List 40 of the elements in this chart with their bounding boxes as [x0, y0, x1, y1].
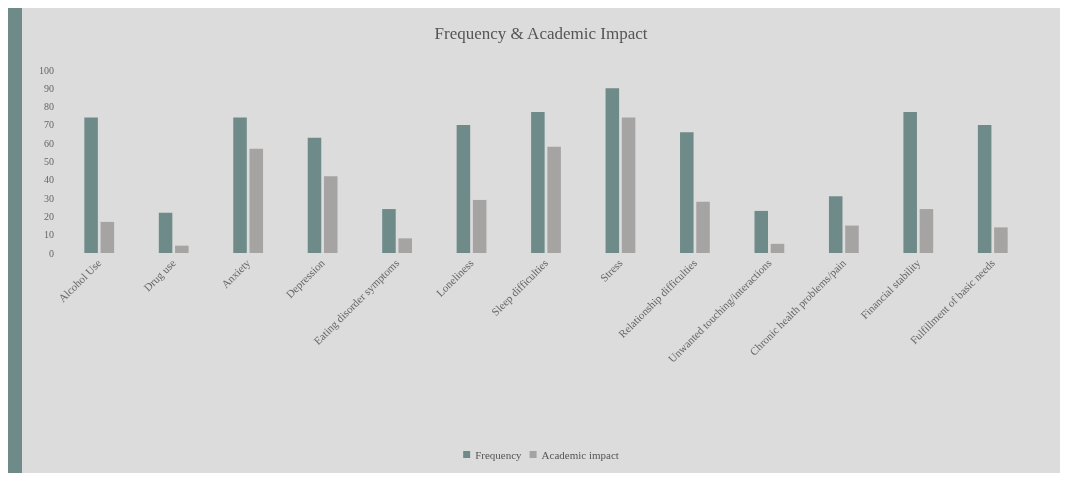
bar [919, 209, 934, 253]
bar [307, 137, 322, 253]
bar [456, 124, 471, 253]
bar [472, 199, 487, 253]
y-tick-label: 80 [44, 101, 54, 113]
y-tick-label: 0 [49, 247, 54, 259]
bar [249, 148, 264, 253]
bar [233, 117, 247, 253]
legend-label: Academic impact [541, 448, 619, 461]
bar [977, 124, 992, 253]
legend-label: Frequency [475, 448, 523, 461]
y-tick-label: 10 [44, 229, 54, 241]
bar [845, 225, 859, 253]
bar [398, 238, 412, 253]
y-tick-label: 90 [44, 82, 54, 94]
bar [100, 221, 115, 253]
y-tick-label: 70 [44, 119, 54, 131]
bar [994, 227, 1008, 253]
bar [158, 212, 173, 253]
bar [323, 176, 338, 253]
bar [175, 245, 189, 253]
bar [547, 146, 561, 253]
y-tick-label: 100 [39, 64, 54, 76]
y-tick-label: 30 [44, 192, 54, 204]
bar [903, 112, 917, 253]
y-tick-label: 20 [44, 210, 54, 222]
bar [680, 132, 694, 253]
chart-title: Frequency & Academic Impact [434, 24, 648, 43]
bar [696, 201, 710, 253]
bar [84, 117, 98, 253]
y-tick-label: 60 [44, 137, 54, 149]
bar [605, 88, 620, 253]
bar [382, 209, 396, 253]
bar [531, 112, 545, 253]
y-tick-label: 40 [44, 174, 54, 186]
bar [828, 196, 843, 253]
bar [754, 210, 769, 253]
bar [621, 117, 636, 253]
y-tick-label: 50 [44, 156, 54, 167]
bar [770, 243, 785, 253]
